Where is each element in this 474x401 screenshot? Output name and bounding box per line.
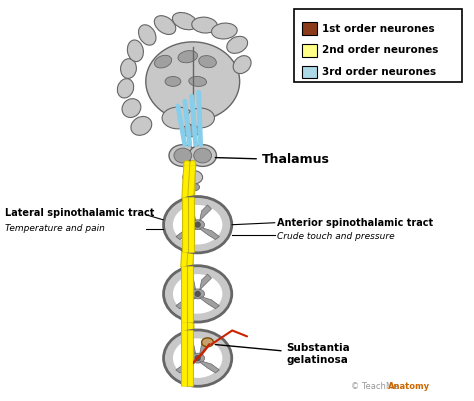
- Ellipse shape: [173, 12, 197, 30]
- Polygon shape: [184, 205, 196, 221]
- Ellipse shape: [155, 55, 172, 68]
- Polygon shape: [200, 361, 219, 373]
- Circle shape: [195, 356, 200, 360]
- Circle shape: [195, 292, 200, 296]
- Ellipse shape: [191, 289, 205, 299]
- Ellipse shape: [174, 148, 191, 163]
- Ellipse shape: [164, 197, 231, 252]
- Ellipse shape: [131, 116, 152, 135]
- Ellipse shape: [173, 338, 222, 378]
- Ellipse shape: [165, 77, 181, 86]
- Ellipse shape: [173, 205, 222, 245]
- Ellipse shape: [122, 99, 141, 117]
- FancyBboxPatch shape: [302, 66, 317, 79]
- Ellipse shape: [192, 17, 218, 33]
- Ellipse shape: [120, 59, 137, 79]
- Text: Anterior spinothalamic tract: Anterior spinothalamic tract: [277, 218, 433, 228]
- Ellipse shape: [138, 25, 156, 45]
- Ellipse shape: [211, 23, 237, 39]
- Ellipse shape: [169, 145, 197, 166]
- FancyBboxPatch shape: [302, 44, 317, 57]
- Circle shape: [195, 222, 200, 227]
- Ellipse shape: [201, 338, 213, 347]
- Text: 1st order neurones: 1st order neurones: [322, 24, 435, 34]
- Text: Temperature and pain: Temperature and pain: [5, 224, 105, 233]
- Ellipse shape: [128, 40, 144, 62]
- Ellipse shape: [164, 266, 231, 322]
- Ellipse shape: [146, 42, 240, 121]
- Polygon shape: [176, 297, 196, 309]
- Ellipse shape: [191, 220, 205, 230]
- Ellipse shape: [155, 16, 176, 34]
- FancyBboxPatch shape: [302, 22, 317, 35]
- Text: Substantia
gelatinosa: Substantia gelatinosa: [215, 344, 350, 365]
- Ellipse shape: [227, 36, 247, 53]
- Polygon shape: [184, 338, 196, 354]
- Ellipse shape: [199, 56, 216, 68]
- Ellipse shape: [233, 56, 251, 73]
- Ellipse shape: [189, 77, 207, 86]
- FancyBboxPatch shape: [293, 9, 462, 82]
- Polygon shape: [184, 274, 196, 290]
- Ellipse shape: [182, 125, 200, 137]
- Text: 3rd order neurones: 3rd order neurones: [322, 67, 436, 77]
- Ellipse shape: [118, 79, 134, 98]
- Text: Crude touch and pressure: Crude touch and pressure: [277, 232, 394, 241]
- Text: Thalamus: Thalamus: [215, 154, 330, 166]
- Polygon shape: [200, 205, 211, 221]
- Ellipse shape: [189, 145, 217, 166]
- Ellipse shape: [178, 51, 198, 63]
- Polygon shape: [176, 228, 196, 239]
- Ellipse shape: [163, 330, 232, 387]
- Ellipse shape: [191, 353, 205, 363]
- Ellipse shape: [173, 274, 222, 314]
- Ellipse shape: [163, 265, 232, 322]
- Ellipse shape: [162, 107, 194, 129]
- Ellipse shape: [164, 330, 231, 386]
- Ellipse shape: [187, 108, 214, 128]
- Ellipse shape: [186, 183, 200, 191]
- Polygon shape: [176, 361, 196, 373]
- Polygon shape: [200, 297, 219, 309]
- Ellipse shape: [194, 148, 211, 163]
- Text: © TeachMe: © TeachMe: [351, 382, 398, 391]
- Text: Anatomy: Anatomy: [388, 382, 430, 391]
- Ellipse shape: [163, 196, 232, 253]
- Ellipse shape: [183, 170, 202, 184]
- Text: Lateral spinothalamic tract: Lateral spinothalamic tract: [5, 208, 155, 218]
- Polygon shape: [200, 338, 211, 354]
- Polygon shape: [200, 274, 211, 290]
- Text: 2nd order neurones: 2nd order neurones: [322, 45, 438, 55]
- Polygon shape: [200, 228, 219, 239]
